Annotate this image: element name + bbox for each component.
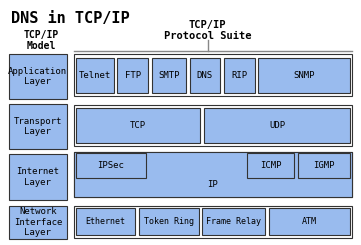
Bar (139, 208, 199, 235)
Bar (76, 108, 200, 143)
Text: DNS in TCP/IP: DNS in TCP/IP (11, 11, 130, 26)
Text: Ethernet: Ethernet (86, 217, 126, 226)
Text: FTP: FTP (125, 71, 141, 80)
Bar (204, 108, 350, 143)
Bar (76, 208, 135, 235)
Text: ATM: ATM (302, 217, 317, 226)
Bar (298, 153, 350, 178)
Text: TCP/IP
Protocol Suite: TCP/IP Protocol Suite (164, 20, 251, 41)
Bar (74, 206, 352, 238)
Bar (258, 58, 350, 93)
Text: ICMP: ICMP (260, 161, 282, 170)
Text: IPSec: IPSec (97, 161, 125, 170)
Text: DNS: DNS (197, 71, 213, 80)
Bar (152, 58, 186, 93)
Bar (117, 58, 148, 93)
Text: Transport
Layer: Transport Layer (14, 117, 62, 136)
Text: IGMP: IGMP (313, 161, 335, 170)
Bar (269, 208, 350, 235)
Bar (9, 206, 67, 239)
Text: Token Ring: Token Ring (144, 217, 194, 226)
Bar (74, 152, 352, 197)
Text: Frame Relay: Frame Relay (206, 217, 261, 226)
Bar (247, 153, 294, 178)
Text: TCP: TCP (130, 121, 146, 130)
Text: SMTP: SMTP (158, 71, 179, 80)
Bar (76, 153, 146, 178)
Bar (74, 105, 352, 146)
Bar (9, 54, 67, 99)
Text: Internet
Layer: Internet Layer (16, 167, 60, 187)
Text: SNMP: SNMP (293, 71, 315, 80)
Text: Application
Layer: Application Layer (8, 67, 68, 86)
Bar (224, 58, 255, 93)
Text: IP: IP (208, 180, 218, 189)
Text: RIP: RIP (231, 71, 247, 80)
Bar (190, 58, 220, 93)
Bar (202, 208, 265, 235)
Text: Telnet: Telnet (79, 71, 111, 80)
Bar (9, 154, 67, 200)
Bar (74, 152, 352, 197)
Bar (74, 54, 352, 96)
Bar (76, 58, 114, 93)
Text: Network
Interface
Layer: Network Interface Layer (14, 208, 62, 237)
Bar (9, 104, 67, 149)
Text: TCP/IP
Model: TCP/IP Model (24, 30, 59, 51)
Text: UDP: UDP (269, 121, 285, 130)
